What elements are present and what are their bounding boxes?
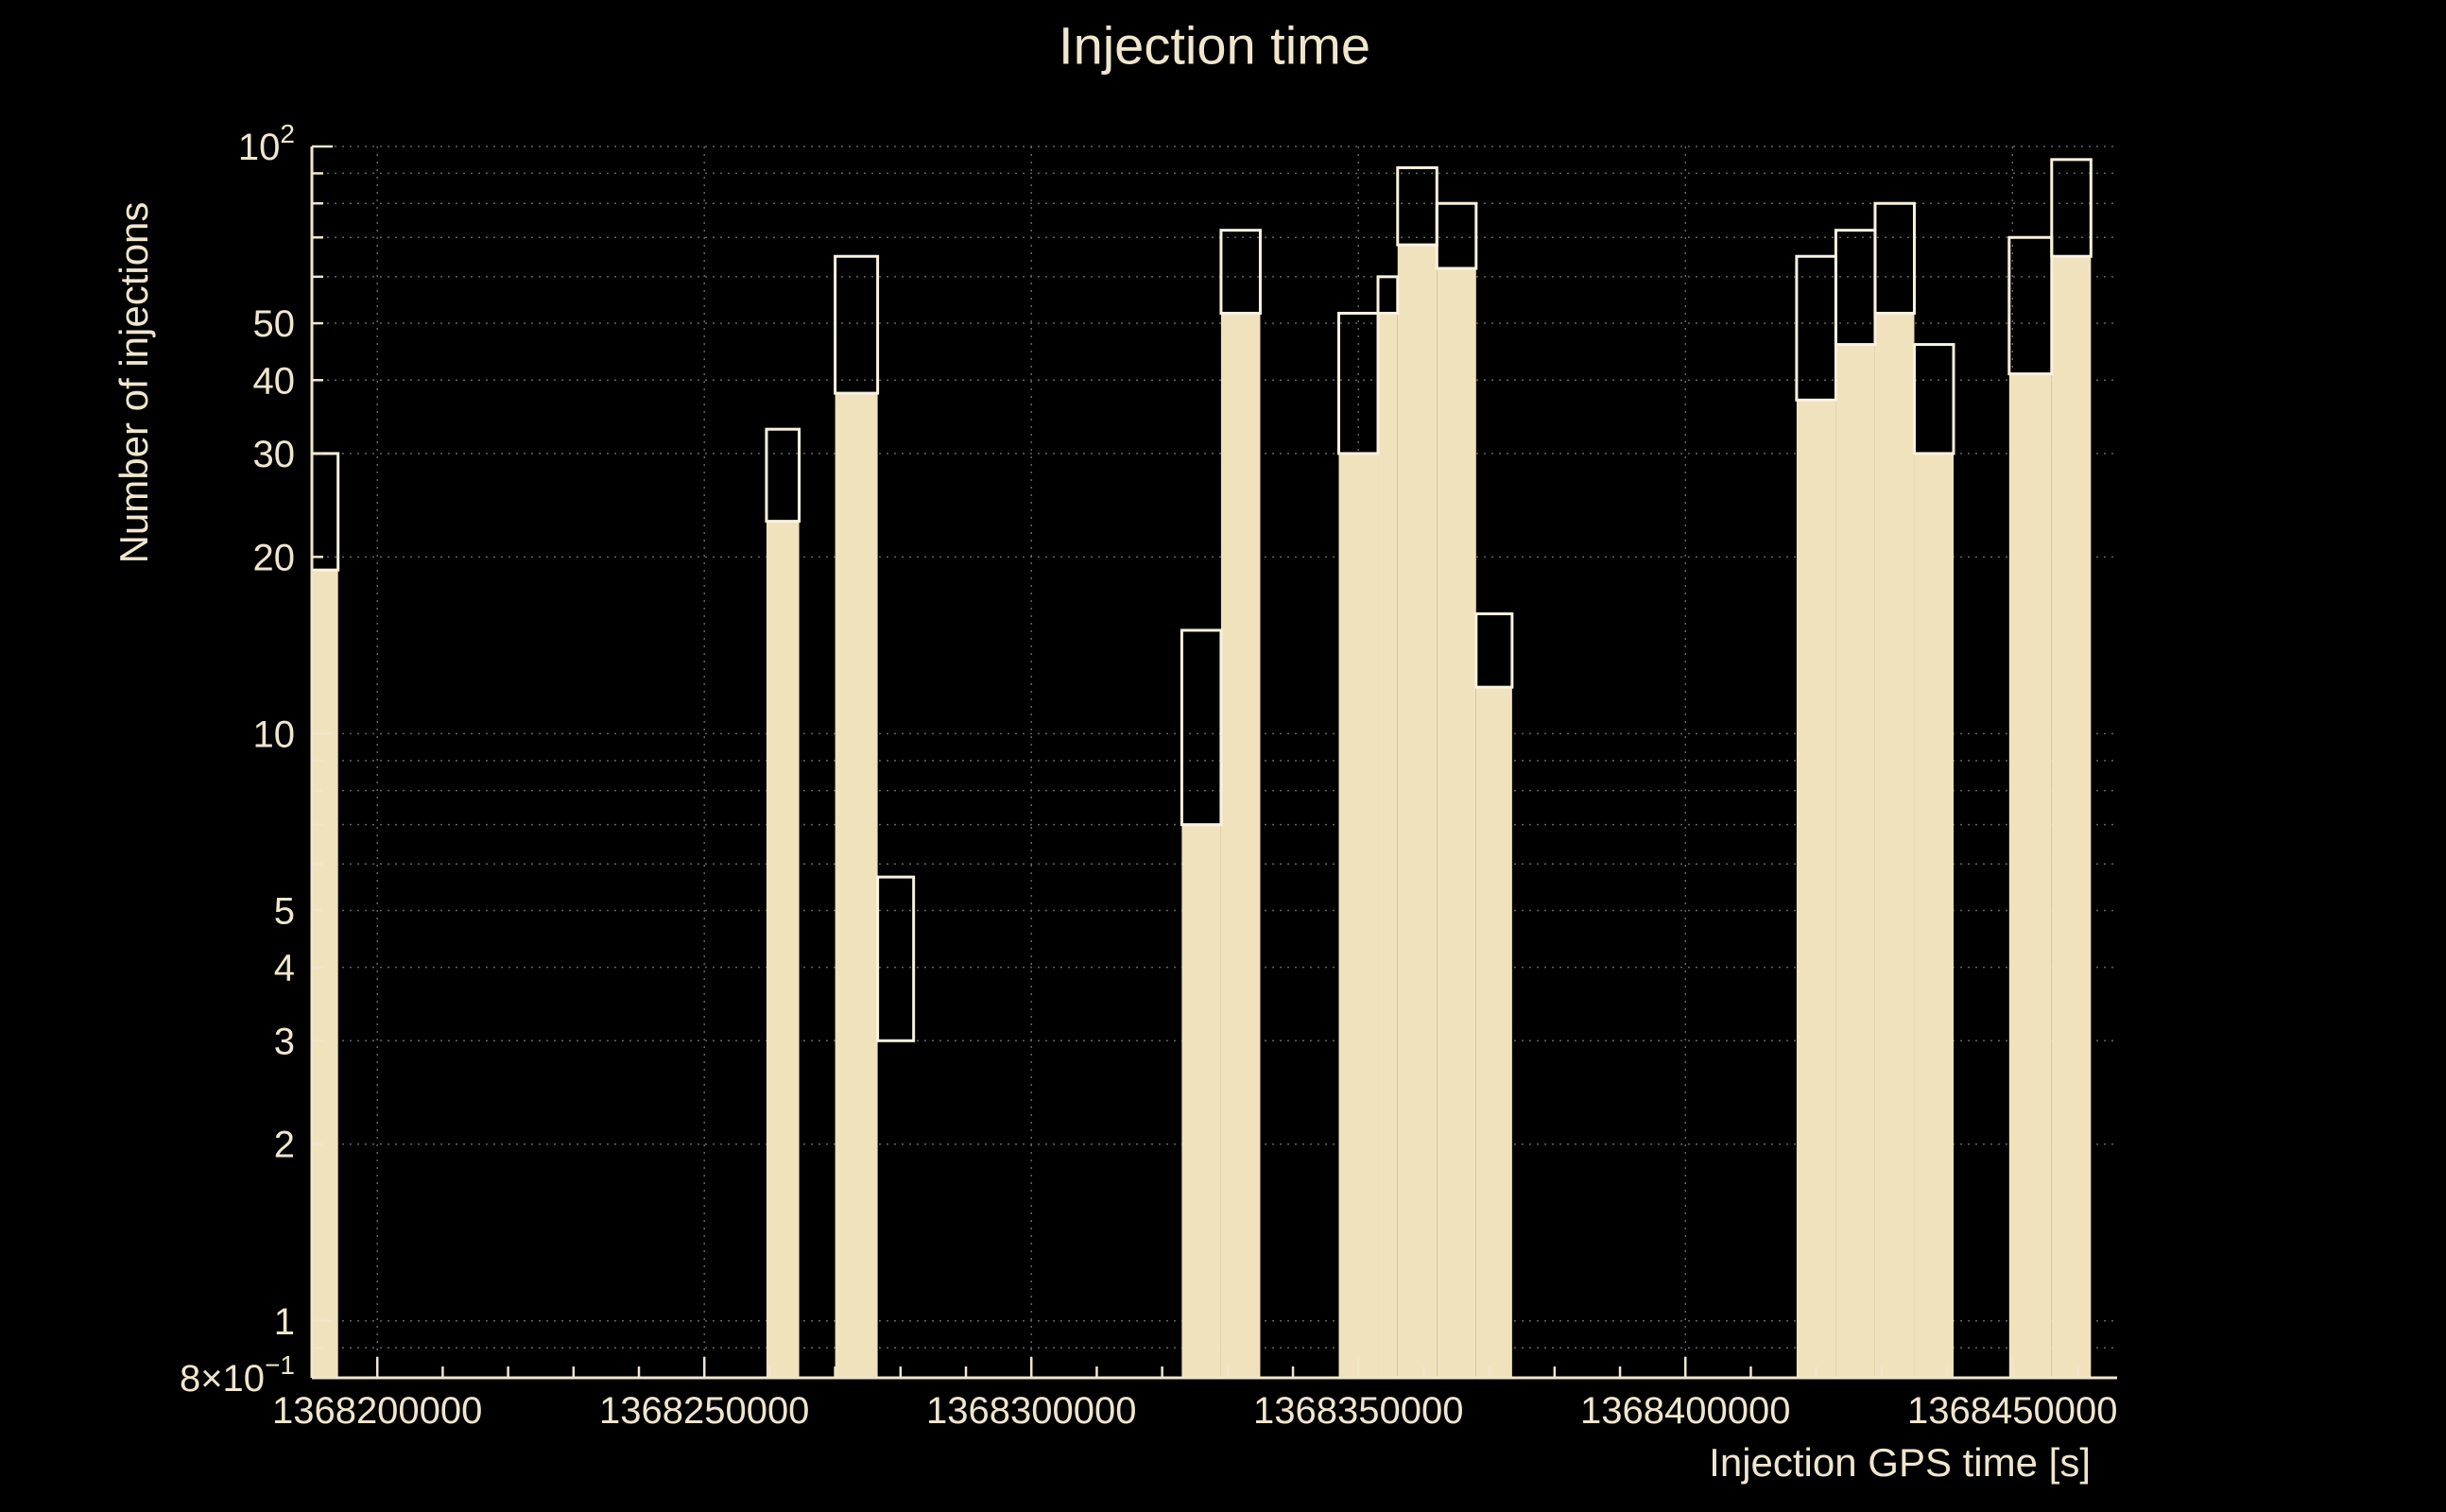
y-tick-label: 50 [253,303,296,345]
y-tick-label: 102 [238,119,295,168]
x-tick-label: 1368250000 [599,1390,809,1432]
y-tick-label: 3 [274,1021,295,1062]
y-tick-label: 40 [253,360,296,402]
x-tick-label: 1368200000 [272,1390,482,1432]
histogram-bar [1835,344,1875,1378]
histogram-outline-bin [1180,628,1223,827]
y-tick-label: 4 [274,948,295,989]
histogram-bar [1397,245,1438,1378]
histogram-bar [1914,453,1954,1379]
histogram-outline-bin [2050,158,2093,258]
grid-lines [312,146,2117,1378]
y-tick-label: 20 [253,537,296,578]
histogram-bar [1338,453,1379,1379]
x-tick-label: 1368350000 [1253,1390,1463,1432]
histogram-outline-bin [876,875,916,1042]
histogram-bar [2051,256,2092,1378]
histogram-outline-bin [1873,201,1916,315]
x-tick-label: 1368300000 [926,1390,1136,1432]
chart-title: Injection time [1059,15,1370,76]
y-tick-label: 1 [274,1301,295,1343]
y-tick-label: 10 [253,713,296,755]
y-axis-title: Number of injections [112,201,156,564]
tick-labels: 1368200000 1368250000 1368300000 1368350000… [180,119,2118,1432]
histogram-outline-bin [1435,201,1478,270]
y-tick-label: 5 [274,890,295,932]
tick-marks [310,145,2079,1378]
histogram-bar [1437,268,1476,1378]
histogram-outline-bin [1219,229,1262,315]
histogram-outline-bin [1795,254,1837,402]
histogram-bar [1220,313,1261,1378]
filled-histogram [312,245,2092,1379]
histogram-outline-bin [1376,275,1400,315]
outline-histogram [310,158,2093,1042]
histogram-outline-bin [310,452,340,572]
histogram-bar [1796,400,1836,1378]
histogram-bar [766,521,800,1378]
x-axis-title: Injection GPS time [s] [1709,1440,2091,1485]
histogram-outline-bin [1834,229,1877,347]
y-tick-label: 2 [274,1125,295,1166]
histogram-outline-bin [2007,235,2054,376]
x-tick-label: 1368400000 [1580,1390,1790,1432]
histogram-bar [2008,373,2052,1378]
histogram-bar [1378,313,1398,1378]
histogram-bar [1475,687,1512,1378]
histogram-outline-bin [1474,612,1514,689]
histogram-bar [1874,313,1915,1378]
histogram-outline-bin [1336,311,1380,455]
histogram-outline-bin [765,427,801,524]
y-tick-label: 30 [253,434,296,475]
x-tick-label: 1368450000 [1907,1390,2117,1432]
histogram-outline-bin [834,254,880,395]
histogram-outline-bin [1396,166,1438,247]
histogram-bar [835,393,878,1378]
histogram-bar [312,570,338,1378]
histogram-bar [1181,824,1221,1378]
histogram-outline-bin [1912,343,1955,455]
